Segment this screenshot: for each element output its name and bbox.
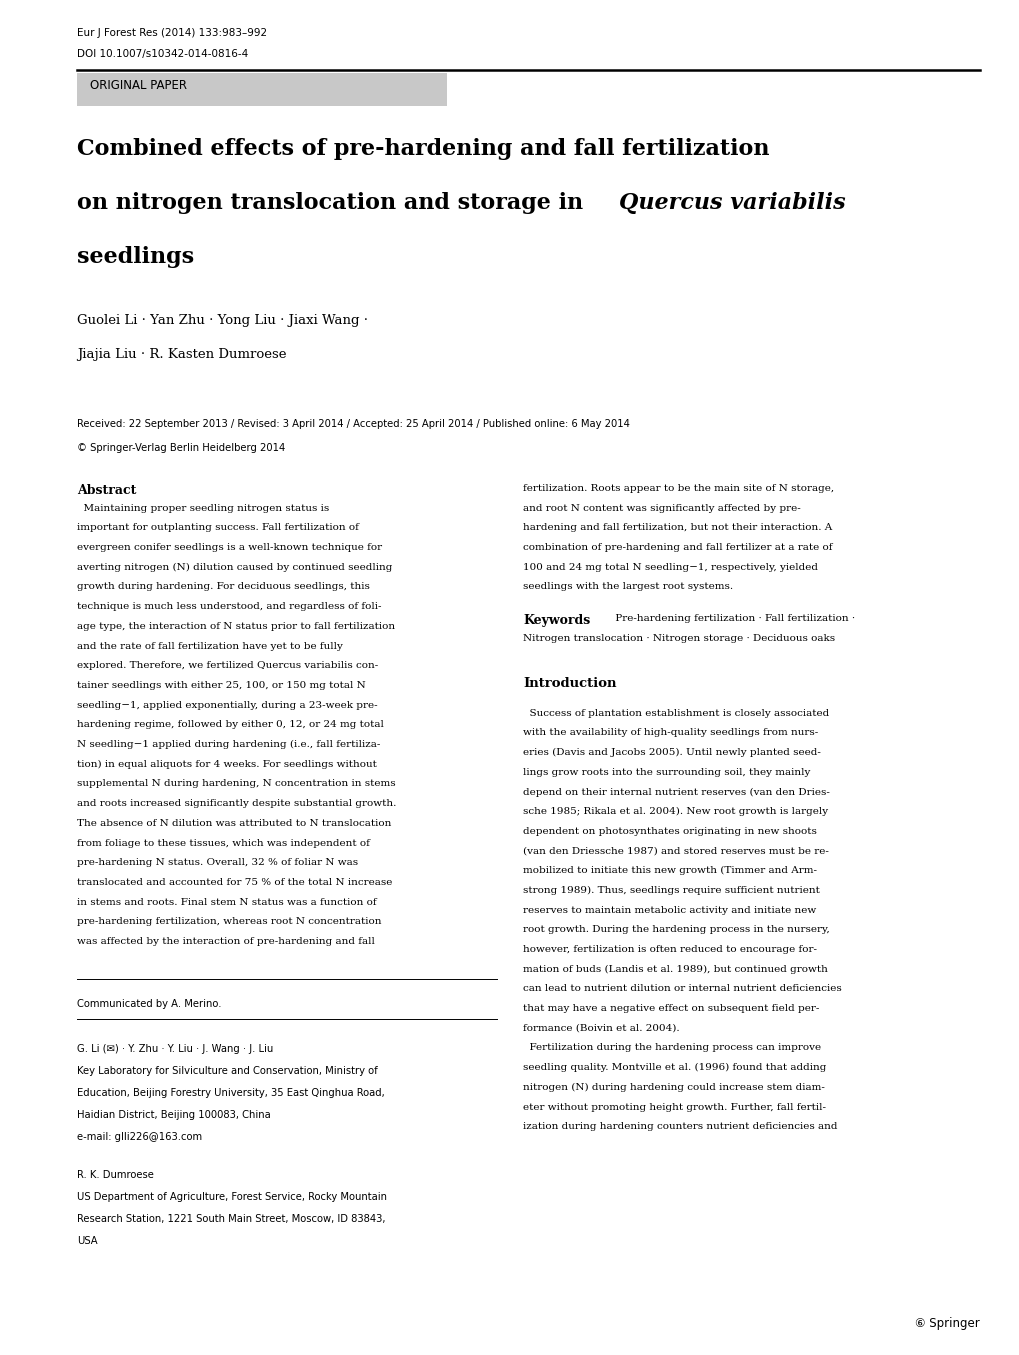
- Text: Jiajia Liu · R. Kasten Dumroese: Jiajia Liu · R. Kasten Dumroese: [76, 348, 286, 360]
- Text: strong 1989). Thus, seedlings require sufficient nutrient: strong 1989). Thus, seedlings require su…: [523, 886, 819, 896]
- Text: sche 1985; Rikala et al. 2004). New root growth is largely: sche 1985; Rikala et al. 2004). New root…: [523, 808, 827, 816]
- Text: was affected by the interaction of pre-hardening and fall: was affected by the interaction of pre-h…: [76, 938, 375, 946]
- Bar: [76, 73, 446, 106]
- Text: Maintaining proper seedling nitrogen status is: Maintaining proper seedling nitrogen sta…: [76, 504, 329, 512]
- Text: evergreen conifer seedlings is a well-known technique for: evergreen conifer seedlings is a well-kn…: [76, 543, 382, 551]
- Text: seedling quality. Montville et al. (1996) found that adding: seedling quality. Montville et al. (1996…: [523, 1064, 825, 1072]
- Text: lings grow roots into the surrounding soil, they mainly: lings grow roots into the surrounding so…: [523, 768, 809, 776]
- Text: Success of plantation establishment is closely associated: Success of plantation establishment is c…: [523, 709, 828, 718]
- Text: DOI 10.1007/s10342-014-0816-4: DOI 10.1007/s10342-014-0816-4: [76, 49, 248, 60]
- Text: mobilized to initiate this new growth (Timmer and Arm-: mobilized to initiate this new growth (T…: [523, 866, 816, 875]
- Text: R. K. Dumroese: R. K. Dumroese: [76, 1169, 154, 1180]
- Text: and roots increased significantly despite substantial growth.: and roots increased significantly despit…: [76, 799, 396, 808]
- Text: Communicated by A. Merino.: Communicated by A. Merino.: [76, 999, 221, 1009]
- Text: with the availability of high-quality seedlings from nurs-: with the availability of high-quality se…: [523, 728, 817, 737]
- Text: averting nitrogen (N) dilution caused by continued seedling: averting nitrogen (N) dilution caused by…: [76, 562, 392, 572]
- Text: Eur J Forest Res (2014) 133:983–992: Eur J Forest Res (2014) 133:983–992: [76, 28, 267, 38]
- Text: can lead to nutrient dilution or internal nutrient deficiencies: can lead to nutrient dilution or interna…: [523, 984, 841, 993]
- Text: pre-hardening fertilization, whereas root N concentration: pre-hardening fertilization, whereas roo…: [76, 917, 381, 927]
- Text: combination of pre-hardening and fall fertilizer at a rate of: combination of pre-hardening and fall fe…: [523, 543, 832, 551]
- Text: The absence of N dilution was attributed to N translocation: The absence of N dilution was attributed…: [76, 818, 391, 828]
- Text: Introduction: Introduction: [523, 678, 615, 690]
- Text: Education, Beijing Forestry University, 35 East Qinghua Road,: Education, Beijing Forestry University, …: [76, 1088, 384, 1098]
- Text: ⑥ Springer: ⑥ Springer: [914, 1317, 979, 1331]
- Text: 100 and 24 mg total N seedling−1, respectively, yielded: 100 and 24 mg total N seedling−1, respec…: [523, 562, 817, 572]
- Text: seedling−1, applied exponentially, during a 23-week pre-: seedling−1, applied exponentially, durin…: [76, 701, 377, 710]
- Text: nitrogen (N) during hardening could increase stem diam-: nitrogen (N) during hardening could incr…: [523, 1083, 824, 1092]
- Text: formance (Boivin et al. 2004).: formance (Boivin et al. 2004).: [523, 1024, 679, 1033]
- Text: USA: USA: [76, 1236, 98, 1245]
- Text: and the rate of fall fertilization have yet to be fully: and the rate of fall fertilization have …: [76, 642, 342, 650]
- Text: Fertilization during the hardening process can improve: Fertilization during the hardening proce…: [523, 1043, 820, 1053]
- Text: fertilization. Roots appear to be the main site of N storage,: fertilization. Roots appear to be the ma…: [523, 484, 834, 493]
- Text: important for outplanting success. Fall fertilization of: important for outplanting success. Fall …: [76, 523, 359, 533]
- Text: seedlings: seedlings: [76, 247, 194, 268]
- Text: eries (Davis and Jacobs 2005). Until newly planted seed-: eries (Davis and Jacobs 2005). Until new…: [523, 748, 820, 757]
- Text: Pre-hardening fertilization · Fall fertilization ·: Pre-hardening fertilization · Fall ferti…: [604, 614, 854, 623]
- Text: ORIGINAL PAPER: ORIGINAL PAPER: [90, 79, 186, 92]
- Text: seedlings with the largest root systems.: seedlings with the largest root systems.: [523, 583, 733, 592]
- Text: hardening regime, followed by either 0, 12, or 24 mg total: hardening regime, followed by either 0, …: [76, 721, 383, 729]
- Text: depend on their internal nutrient reserves (van den Dries-: depend on their internal nutrient reserv…: [523, 787, 829, 797]
- Text: Received: 22 September 2013 / Revised: 3 April 2014 / Accepted: 25 April 2014 / : Received: 22 September 2013 / Revised: 3…: [76, 419, 630, 430]
- Text: Key Laboratory for Silviculture and Conservation, Ministry of: Key Laboratory for Silviculture and Cons…: [76, 1066, 377, 1076]
- Text: N seedling−1 applied during hardening (i.e., fall fertiliza-: N seedling−1 applied during hardening (i…: [76, 740, 380, 749]
- Text: translocated and accounted for 75 % of the total N increase: translocated and accounted for 75 % of t…: [76, 878, 392, 888]
- Text: Haidian District, Beijing 100083, China: Haidian District, Beijing 100083, China: [76, 1110, 270, 1119]
- Text: mation of buds (Landis et al. 1989), but continued growth: mation of buds (Landis et al. 1989), but…: [523, 965, 827, 974]
- Text: Quercus variabilis: Quercus variabilis: [619, 192, 845, 214]
- Text: from foliage to these tissues, which was independent of: from foliage to these tissues, which was…: [76, 839, 370, 848]
- Text: growth during hardening. For deciduous seedlings, this: growth during hardening. For deciduous s…: [76, 583, 370, 592]
- Text: in stems and roots. Final stem N status was a function of: in stems and roots. Final stem N status …: [76, 898, 376, 906]
- Text: G. Li (✉) · Y. Zhu · Y. Liu · J. Wang · J. Liu: G. Li (✉) · Y. Zhu · Y. Liu · J. Wang · …: [76, 1043, 273, 1054]
- Text: Abstract: Abstract: [76, 484, 137, 497]
- Text: Guolei Li · Yan Zhu · Yong Liu · Jiaxi Wang ·: Guolei Li · Yan Zhu · Yong Liu · Jiaxi W…: [76, 314, 368, 327]
- Text: © Springer-Verlag Berlin Heidelberg 2014: © Springer-Verlag Berlin Heidelberg 2014: [76, 443, 285, 453]
- Text: and root N content was significantly affected by pre-: and root N content was significantly aff…: [523, 504, 800, 512]
- Text: pre-hardening N status. Overall, 32 % of foliar N was: pre-hardening N status. Overall, 32 % of…: [76, 858, 358, 867]
- Text: technique is much less understood, and regardless of foli-: technique is much less understood, and r…: [76, 602, 381, 611]
- Text: Keywords: Keywords: [523, 614, 590, 627]
- Text: Nitrogen translocation · Nitrogen storage · Deciduous oaks: Nitrogen translocation · Nitrogen storag…: [523, 634, 835, 642]
- Text: supplemental N during hardening, N concentration in stems: supplemental N during hardening, N conce…: [76, 779, 395, 789]
- Text: ization during hardening counters nutrient deficiencies and: ization during hardening counters nutrie…: [523, 1122, 837, 1131]
- Text: age type, the interaction of N status prior to fall fertilization: age type, the interaction of N status pr…: [76, 622, 394, 631]
- Text: dependent on photosynthates originating in new shoots: dependent on photosynthates originating …: [523, 827, 816, 836]
- Text: tainer seedlings with either 25, 100, or 150 mg total N: tainer seedlings with either 25, 100, or…: [76, 682, 366, 690]
- Text: root growth. During the hardening process in the nursery,: root growth. During the hardening proces…: [523, 925, 828, 935]
- Text: reserves to maintain metabolic activity and initiate new: reserves to maintain metabolic activity …: [523, 905, 815, 915]
- Text: eter without promoting height growth. Further, fall fertil-: eter without promoting height growth. Fu…: [523, 1103, 825, 1111]
- Text: US Department of Agriculture, Forest Service, Rocky Mountain: US Department of Agriculture, Forest Ser…: [76, 1192, 386, 1202]
- Text: Research Station, 1221 South Main Street, Moscow, ID 83843,: Research Station, 1221 South Main Street…: [76, 1214, 385, 1224]
- Text: (van den Driessche 1987) and stored reserves must be re-: (van den Driessche 1987) and stored rese…: [523, 847, 828, 855]
- Text: that may have a negative effect on subsequent field per-: that may have a negative effect on subse…: [523, 1004, 818, 1014]
- Text: tion) in equal aliquots for 4 weeks. For seedlings without: tion) in equal aliquots for 4 weeks. For…: [76, 760, 376, 768]
- Text: e-mail: glli226@163.com: e-mail: glli226@163.com: [76, 1131, 202, 1142]
- Text: Combined effects of pre-hardening and fall fertilization: Combined effects of pre-hardening and fa…: [76, 138, 768, 160]
- Text: on nitrogen translocation and storage in: on nitrogen translocation and storage in: [76, 192, 590, 214]
- Text: hardening and fall fertilization, but not their interaction. A: hardening and fall fertilization, but no…: [523, 523, 832, 533]
- Text: explored. Therefore, we fertilized Quercus variabilis con-: explored. Therefore, we fertilized Querc…: [76, 661, 378, 671]
- Text: however, fertilization is often reduced to encourage for-: however, fertilization is often reduced …: [523, 944, 816, 954]
